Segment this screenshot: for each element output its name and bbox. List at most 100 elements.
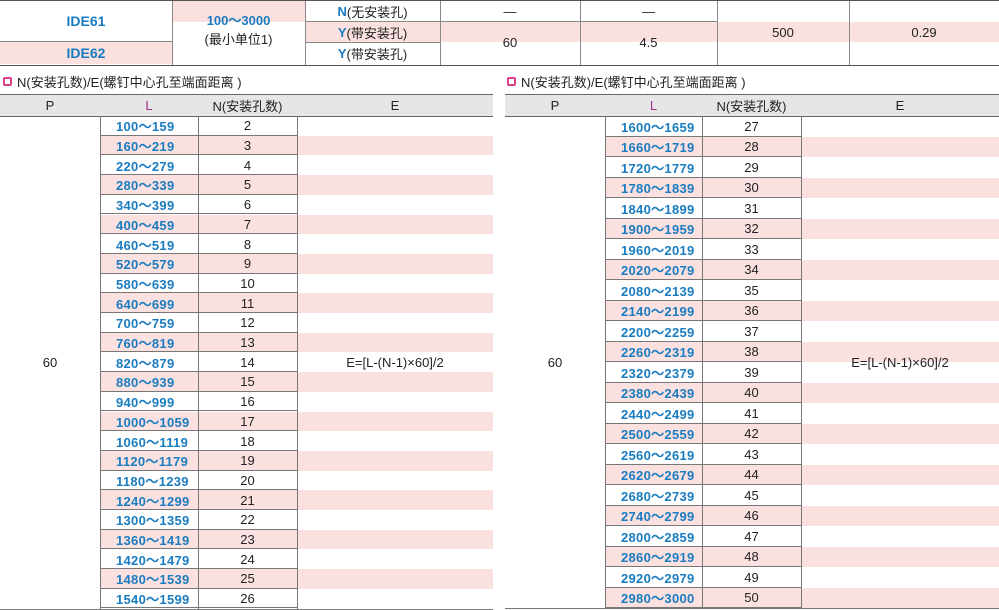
header-p: P	[550, 98, 560, 113]
length-range-cell: 2560～2619	[621, 447, 695, 463]
row-highlight	[605, 587, 999, 608]
grid-line	[605, 586, 801, 588]
length-range-cell: 940～999	[116, 395, 175, 411]
length-range-cell: 880～939	[116, 375, 175, 391]
row-highlight	[605, 546, 999, 567]
length-range-cell: 700～759	[116, 316, 175, 332]
grid-line	[605, 340, 801, 342]
type-label: (无安装孔)	[346, 5, 408, 20]
length-range-cell: 1480～1539	[116, 572, 190, 588]
length-range-cell: 1420～1479	[116, 552, 190, 568]
table-row: 1600～1659 27	[505, 116, 999, 137]
hole-count-cell: 29	[744, 159, 759, 175]
hole-count-cell: 48	[744, 549, 759, 565]
hole-count-cell: 23	[240, 532, 255, 548]
row-highlight	[605, 177, 999, 198]
hole-count-cell: 5	[243, 177, 252, 193]
length-range-cell: 1000～1059	[116, 414, 190, 430]
length-range-cell: 2080～2139	[621, 283, 695, 299]
grid-line	[605, 504, 801, 506]
hole-count-cell: 6	[243, 197, 252, 213]
length-range: 100～3000	[206, 12, 271, 28]
grid-line	[605, 525, 801, 526]
row-highlight	[0, 42, 172, 64]
row-highlight	[605, 341, 999, 362]
length-range-cell: 2620～2679	[621, 468, 695, 484]
grid-line	[100, 116, 101, 609]
table-row: 2500～2559 42	[505, 423, 999, 444]
hole-count-cell: 32	[744, 221, 759, 237]
grid-line	[297, 116, 298, 609]
table-row: 1960～2019 33	[505, 239, 999, 260]
table-header: P L N(安装孔数) E	[505, 94, 999, 117]
grid-line	[605, 422, 801, 424]
left-section-title: N(安装孔数)/E(螺钉中心孔至端面距离 )	[3, 72, 242, 90]
row-highlight	[605, 259, 999, 280]
hole-count-cell: 35	[744, 282, 759, 298]
hole-count-cell: 16	[240, 394, 255, 410]
length-range-cell: 2980～3000	[621, 591, 695, 607]
hole-count-cell: 14	[240, 354, 255, 370]
hole-count-cell: 7	[243, 216, 252, 232]
value-cell: 500	[772, 24, 794, 40]
p-value: 60	[42, 355, 58, 370]
table-row: 2140～2199 36	[505, 300, 999, 321]
hole-count-cell: 43	[744, 446, 759, 462]
grid-line	[505, 608, 999, 609]
header-l: L	[145, 98, 153, 113]
grid-line	[605, 566, 801, 567]
table-row: 1780～1839 30	[505, 177, 999, 198]
hole-count-cell: 40	[744, 385, 759, 401]
grid-line	[605, 320, 801, 321]
table-row: 2980～3000 50	[505, 587, 999, 608]
grid-line	[605, 361, 801, 362]
row-highlight	[717, 22, 999, 42]
length-range-cell: 2740～2799	[621, 509, 695, 525]
table-row: 2440～2499 41	[505, 403, 999, 424]
model-ide61: IDE61	[66, 13, 106, 29]
length-range-cell: 580～639	[116, 276, 175, 292]
hole-count-cell: 45	[744, 487, 759, 503]
hole-count-cell: 19	[240, 453, 255, 469]
hole-count-cell: 27	[744, 118, 759, 134]
formula: E=[L-(N-1)×60]/2	[851, 355, 949, 370]
type-label: (带安装孔)	[346, 46, 408, 62]
hole-count-cell: 38	[744, 344, 759, 360]
value-cell: 0.29	[911, 24, 937, 40]
length-range-cell: 2020～2079	[621, 263, 695, 279]
table-body: 60 E=[L-(N-1)×60]/2 1600～1659 27 1660～1719…	[505, 116, 999, 609]
right-table: P L N(安装孔数) E 60 E=[L-(N-1)×60]/2 1600～1…	[505, 94, 999, 610]
header-e: E	[895, 98, 905, 113]
table-row: 2800～2859 47	[505, 526, 999, 547]
row-highlight	[440, 22, 580, 42]
hole-count-cell: 22	[240, 512, 255, 528]
length-range-cell: 460～519	[116, 237, 175, 253]
type-n: N (无安装孔)	[305, 1, 440, 22]
length-range-cell: 2800～2859	[621, 529, 695, 545]
table-row: 2860～2919 48	[505, 546, 999, 567]
hole-count-cell: 44	[744, 467, 759, 483]
length-range-cell: 1540～1599	[116, 592, 190, 608]
table-row: 2260～2319 38	[505, 341, 999, 362]
length-range-cell: 1720～1779	[621, 160, 695, 176]
type-y: Y (带安装孔)	[305, 43, 440, 63]
length-range-cell: 2260～2319	[621, 345, 695, 361]
length-range-cell: 1600～1659	[621, 119, 695, 135]
hole-count-cell: 28	[744, 139, 759, 155]
right-section-title: N(安装孔数)/E(螺钉中心孔至端面距离 )	[507, 72, 746, 90]
length-range-cell: 1180～1239	[116, 473, 189, 489]
length-range-cell: 280～339	[116, 178, 175, 194]
bullet-icon	[3, 76, 12, 86]
table-row: 2380～2439 40	[505, 382, 999, 403]
hole-count-cell: 11	[240, 295, 255, 311]
hole-count-cell: 8	[243, 236, 252, 252]
table-row: 2020～2079 34	[505, 259, 999, 280]
length-unit: (最小单位1)	[204, 31, 273, 47]
row-highlight	[605, 464, 999, 485]
length-range-cell: 2920～2979	[621, 570, 695, 586]
length-range-cell: 1240～1299	[116, 493, 190, 509]
grid-line	[605, 545, 801, 547]
length-range-cell: 1060～1119	[116, 434, 189, 450]
length-range-cell: 2380～2439	[621, 386, 695, 402]
hole-count-cell: 39	[744, 364, 759, 380]
